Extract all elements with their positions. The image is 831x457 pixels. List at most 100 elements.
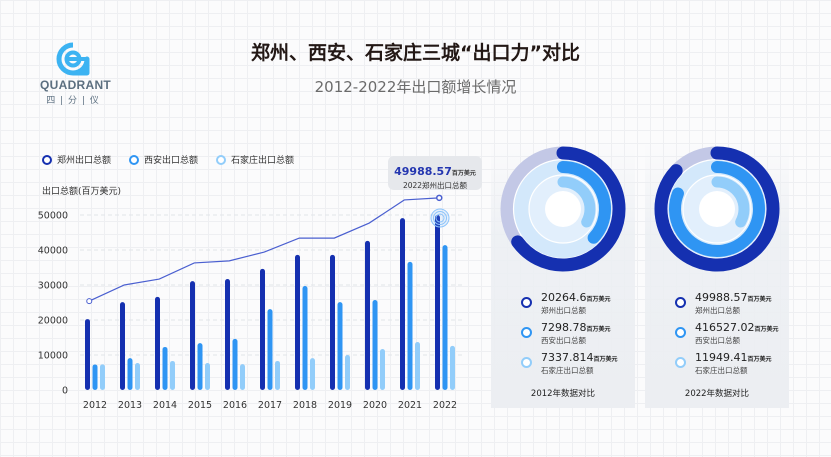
row-unit: 百万美元 <box>747 296 772 303</box>
row-name: 西安出口总额 <box>541 336 586 345</box>
bar-zhengzhou-2017 <box>260 268 265 390</box>
logo: QUADRANT 四 | 分 | 仪 <box>40 42 112 106</box>
y-tick-label: 20000 <box>38 316 68 327</box>
logo-brand-cn: 四 | 分 | 仪 <box>46 96 100 106</box>
bar-shijiazhuang-2020 <box>380 349 385 390</box>
trend-line <box>88 197 440 302</box>
row-unit: 百万美元 <box>586 326 611 333</box>
ring-icon <box>675 327 686 338</box>
page-subtitle: 2012-2022年出口额增长情况 <box>314 78 517 96</box>
x-tick-label: 2012 <box>83 400 107 411</box>
bar-shijiazhuang-2017 <box>275 360 280 390</box>
panel-row-zhengzhou: 49988.57百万美元 郑州出口总额 <box>675 291 779 315</box>
panel-row-shijiazhuang: 7337.814百万美元 石家庄出口总额 <box>521 351 618 375</box>
y-tick-label: 30000 <box>38 281 68 292</box>
x-tick-label: 2022 <box>433 400 457 411</box>
bar-xian-2013 <box>127 358 133 390</box>
bar-xian-2012 <box>92 364 98 390</box>
panel-row-shijiazhuang: 11949.41百万美元 石家庄出口总额 <box>675 351 779 375</box>
row-value: 7298.78 <box>541 321 587 334</box>
row-name: 石家庄出口总额 <box>695 366 748 375</box>
bar-xian-2019 <box>337 302 343 390</box>
panel-2022: 49988.57百万美元 郑州出口总额 416527.02百万美元 西安出口总额… <box>645 142 789 408</box>
x-tick-label: 2015 <box>188 400 212 411</box>
bar-shijiazhuang-2019 <box>345 355 350 390</box>
bar-zhengzhou-2016 <box>225 279 230 390</box>
ring-arc-shijiazhuang <box>711 176 750 228</box>
row-unit: 百万美元 <box>593 356 618 363</box>
bar-shijiazhuang-2013 <box>135 363 140 390</box>
bar-xian-2018 <box>302 286 308 390</box>
row-name: 石家庄出口总额 <box>541 366 594 375</box>
row-name: 郑州出口总额 <box>695 306 740 315</box>
panel-row-zhengzhou: 20264.6百万美元 郑州出口总额 <box>521 292 618 315</box>
legend-ring-icon <box>216 154 227 165</box>
bar-shijiazhuang-2015 <box>205 363 210 390</box>
legend-item-shijiazhuang[interactable]: 石家庄出口总额 <box>216 153 294 166</box>
bar-xian-2016 <box>232 338 238 390</box>
x-tick-label: 2017 <box>258 400 282 411</box>
bar-zhengzhou-2021 <box>400 218 405 390</box>
bar-zhengzhou-2014 <box>155 296 160 390</box>
bar-xian-2015 <box>197 343 203 390</box>
x-tick-label: 2019 <box>328 400 352 411</box>
bar-xian-2021 <box>407 261 413 390</box>
bar-zhengzhou-2012 <box>85 319 90 390</box>
legend-label: 郑州出口总额 <box>57 156 112 166</box>
panel-row-xian: 416527.02百万美元 西安出口总额 <box>675 322 779 345</box>
center-hole <box>699 191 735 227</box>
y-tick-label: 50000 <box>38 211 68 222</box>
x-ticks: 2012 2013 2014 2015 2016 2017 2018 2019 2020 2021… <box>83 400 457 411</box>
panel-footer: 2012年数据对比 <box>530 389 596 399</box>
annotation-tooltip: 49988.57百万美元 2022郑州出口总额 <box>388 156 482 190</box>
row-unit: 百万美元 <box>747 356 772 363</box>
row-unit: 百万美元 <box>586 296 611 303</box>
highlight-pulse <box>430 208 450 228</box>
bar-shijiazhuang-2016 <box>240 364 245 390</box>
y-tick-label: 40000 <box>38 246 68 257</box>
bar-xian-2020 <box>372 300 378 390</box>
panel-footer: 2022年数据对比 <box>684 389 750 399</box>
y-axis-label: 出口总额(百万美元) <box>42 187 122 197</box>
bar-shijiazhuang-2021 <box>415 342 420 390</box>
concentric-donut-chart <box>654 146 780 272</box>
trend-line-group <box>86 194 443 305</box>
x-tick-label: 2018 <box>293 400 317 411</box>
ring-arc-shijiazhuang <box>557 176 596 228</box>
logo-brand-text: QUADRANT <box>40 78 112 92</box>
row-value: 49988.57 <box>695 291 748 304</box>
ring-icon <box>521 357 532 368</box>
legend-ring-icon <box>129 154 140 165</box>
ring-arc-xian <box>557 161 611 244</box>
bar-zhengzhou-2020 <box>365 240 370 390</box>
row-value: 11949.41 <box>695 351 748 364</box>
ring-icon <box>675 357 686 368</box>
page-title: 郑州、西安、石家庄三城“出口力”对比 <box>251 42 580 64</box>
x-tick-label: 2021 <box>398 400 422 411</box>
pulse-ring <box>433 211 447 226</box>
bar-shijiazhuang-2018 <box>310 358 315 390</box>
concentric-donut-chart <box>500 146 626 272</box>
bars <box>85 215 455 390</box>
ring-icon <box>675 297 686 308</box>
y-tick-label: 10000 <box>38 351 68 362</box>
x-tick-label: 2013 <box>118 400 142 411</box>
trend-start-point <box>86 298 93 305</box>
bar-zhengzhou-2018 <box>295 254 300 390</box>
row-value: 7337.814 <box>541 351 594 364</box>
tooltip-unit: 百万美元 <box>451 170 476 177</box>
panel-row-xian: 7298.78百万美元 西安出口总额 <box>521 321 618 345</box>
legend-item-zhengzhou[interactable]: 郑州出口总额 <box>42 153 111 166</box>
x-tick-label: 2014 <box>153 400 177 411</box>
ring-icon <box>521 327 532 338</box>
legend-item-xian[interactable]: 西安出口总额 <box>129 153 198 166</box>
ring-icon <box>521 297 532 308</box>
tooltip-label: 2022郑州出口总额 <box>402 181 468 190</box>
row-name: 郑州出口总额 <box>541 306 586 315</box>
trend-end-point <box>436 194 443 202</box>
center-hole <box>545 191 581 227</box>
legend-ring-icon <box>42 154 52 165</box>
bar-zhengzhou-2019 <box>330 254 335 390</box>
pulse-ring <box>435 213 445 223</box>
